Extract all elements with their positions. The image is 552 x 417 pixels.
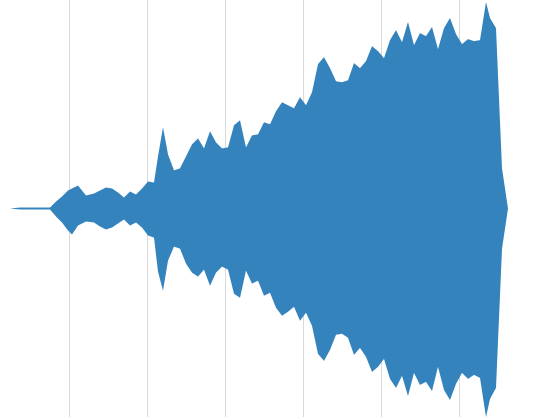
streamgraph-chart — [0, 0, 544, 417]
stream-area-series-1 — [0, 2, 544, 417]
area-layer — [0, 2, 544, 417]
chart-canvas — [0, 0, 544, 417]
